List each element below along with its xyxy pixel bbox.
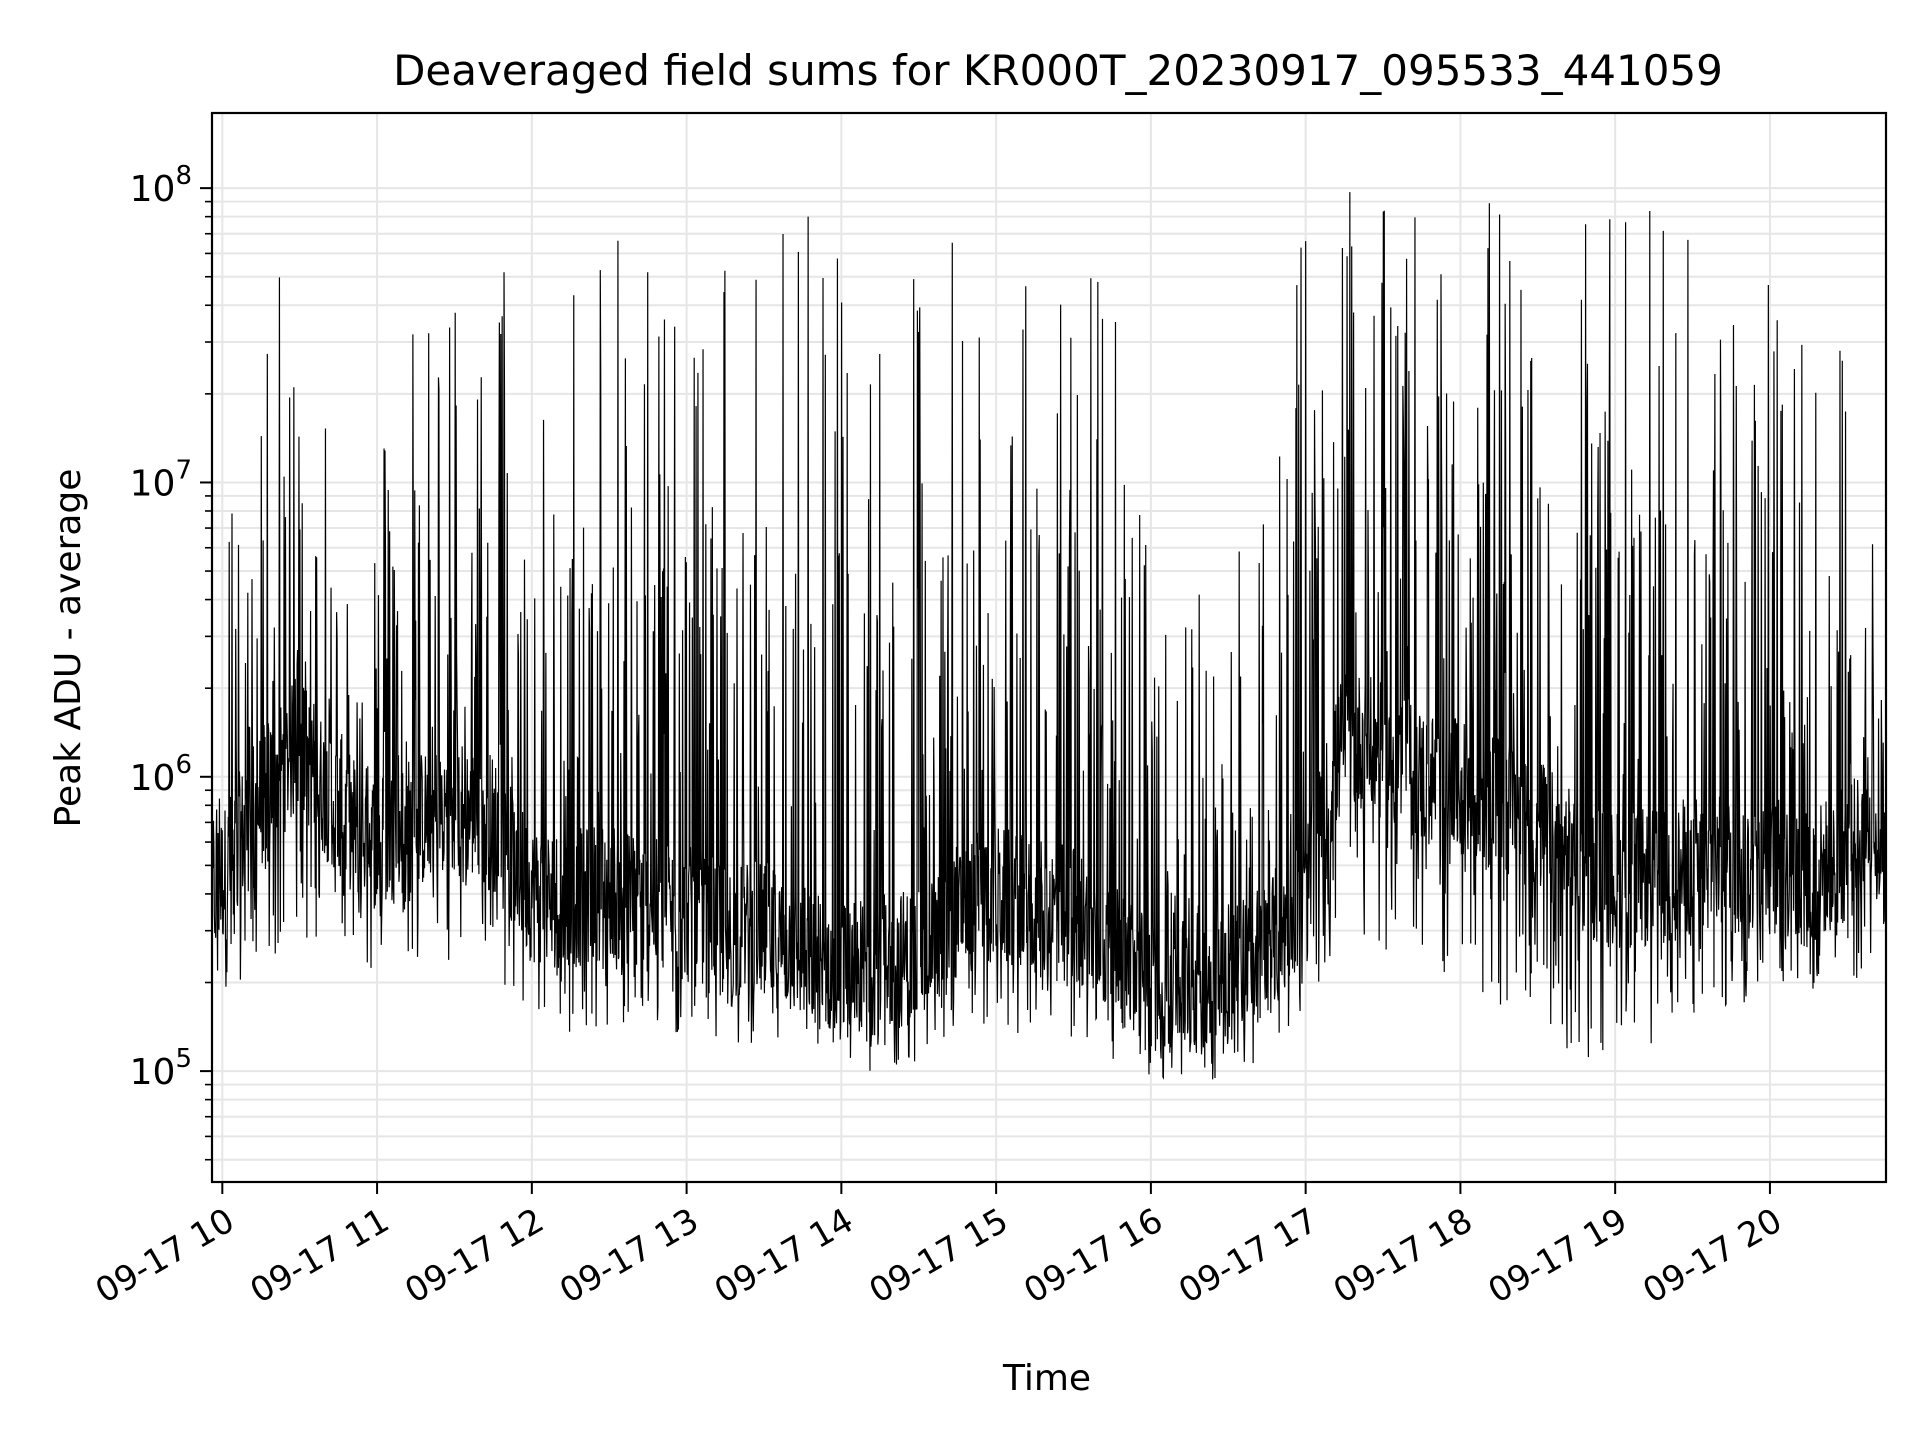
y-tick-label-base: 10 bbox=[130, 169, 176, 210]
y-axis-label: Peak ADU - average bbox=[48, 469, 89, 828]
y-tick-label-base: 10 bbox=[130, 758, 176, 799]
x-tick-label: 09-17 11 bbox=[244, 1201, 396, 1312]
y-tick-label-exponent: 6 bbox=[175, 750, 192, 780]
x-tick-label: 09-17 16 bbox=[1017, 1201, 1169, 1312]
y-tick-label: 105 bbox=[130, 1044, 192, 1093]
series-line bbox=[211, 192, 1887, 1080]
x-tick-label: 09-17 17 bbox=[1172, 1201, 1324, 1312]
x-tick-label: 09-17 10 bbox=[89, 1201, 241, 1312]
x-axis: 09-17 10 09-17 11 09-17 12 09-17 13 09-17 14… bbox=[89, 1182, 1789, 1312]
y-tick-label-base: 10 bbox=[130, 1052, 176, 1093]
chart-title: Deaveraged field sums for KR000T_2023091… bbox=[393, 46, 1723, 95]
x-tick-label: 09-17 13 bbox=[553, 1201, 705, 1312]
x-tick-label: 09-17 12 bbox=[398, 1201, 550, 1312]
x-axis-label: Time bbox=[1002, 1358, 1091, 1399]
y-tick-label-base: 10 bbox=[130, 463, 176, 504]
y-tick-label-exponent: 8 bbox=[175, 161, 192, 191]
x-tick-label: 09-17 15 bbox=[863, 1201, 1015, 1312]
y-tick-label-exponent: 5 bbox=[175, 1044, 192, 1074]
y-tick-label-exponent: 7 bbox=[175, 455, 192, 485]
y-tick-label: 106 bbox=[130, 750, 192, 799]
x-tick-label: 09-17 18 bbox=[1327, 1201, 1479, 1312]
x-tick-label: 09-17 14 bbox=[708, 1201, 860, 1312]
plot-frame bbox=[210, 111, 1888, 1184]
x-tick-label: 09-17 20 bbox=[1636, 1201, 1788, 1312]
series-line-path bbox=[211, 192, 1887, 1080]
x-tick-label: 09-17 19 bbox=[1482, 1201, 1634, 1312]
y-tick-label: 108 bbox=[130, 161, 192, 210]
y-tick-label: 107 bbox=[130, 455, 192, 504]
